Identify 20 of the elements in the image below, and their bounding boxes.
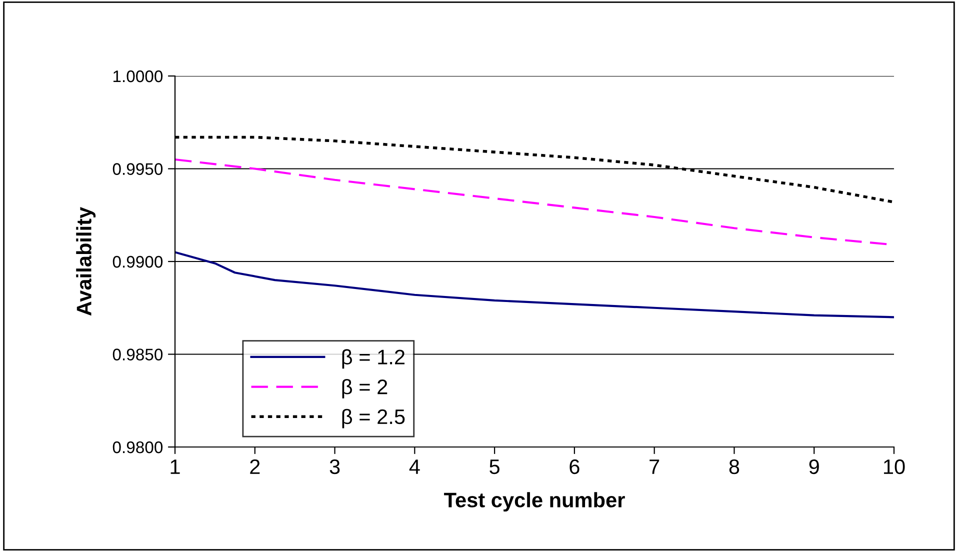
y-axis-title: Availability — [76, 207, 96, 316]
legend-label: β = 2.5 — [342, 408, 405, 428]
x-tick-label: 8 — [729, 459, 740, 474]
x-tick-label: 1 — [170, 460, 180, 474]
x-tick-label: 3 — [330, 459, 340, 474]
y-tick-label: 1.0000 — [113, 70, 163, 82]
y-tick-label: 0.9900 — [112, 256, 163, 268]
y-tick-label: 0.9800 — [112, 441, 163, 454]
x-tick-label: 4 — [409, 460, 420, 474]
x-tick-label: 10 — [884, 459, 905, 474]
x-axis-title: Test cycle number — [444, 492, 625, 512]
legend-label: β = 2 — [342, 378, 388, 398]
y-tick-label: 0.9850 — [112, 348, 163, 360]
x-tick-label: 6 — [570, 459, 580, 474]
x-tick-label: 7 — [650, 460, 660, 474]
x-tick-label: 2 — [250, 459, 260, 474]
x-tick-label: 9 — [809, 459, 819, 474]
y-tick-label: 0.9950 — [112, 163, 163, 175]
x-tick-label: 5 — [490, 460, 500, 474]
legend-label: β = 1.2 — [342, 349, 404, 369]
